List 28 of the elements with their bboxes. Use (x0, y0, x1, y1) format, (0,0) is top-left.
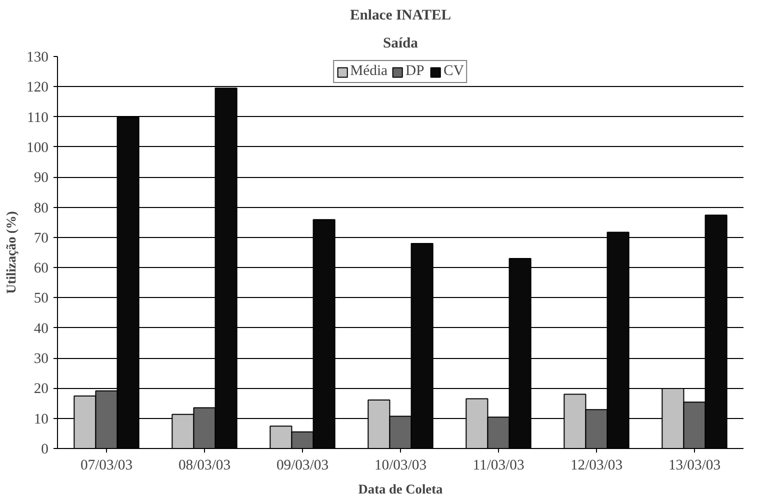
y-tick-label: 130 (26, 50, 48, 66)
x-tick-label: 08/03/03 (178, 458, 231, 474)
chart-title: Enlace INATEL (350, 8, 452, 24)
legend-label: DP (406, 63, 426, 80)
y-tick-label: 60 (34, 260, 48, 277)
y-tick-label: 40 (34, 320, 48, 337)
y-tick-label: 0 (41, 442, 48, 458)
y-tick-label: 80 (34, 200, 48, 216)
legend-label: CV (444, 63, 464, 80)
y-tick-label: 10 (34, 411, 48, 428)
x-tick-label: 13/03/03 (668, 458, 721, 474)
y-axis-title: Utilização (%) (4, 211, 19, 294)
x-tick-label: 12/03/03 (570, 458, 623, 474)
chart-subtitle: Saída (382, 36, 419, 52)
y-tick-label: 50 (34, 290, 48, 307)
y-tick-label: 110 (27, 110, 49, 126)
y-tick-label: 120 (26, 80, 48, 96)
y-tick-label: 30 (34, 351, 48, 368)
y-tick-label: 70 (34, 230, 48, 246)
legend-label: Média (350, 63, 388, 80)
y-tick-label: 90 (34, 170, 48, 186)
x-tick-label: 09/03/03 (276, 458, 329, 474)
x-tick-label: 07/03/03 (80, 458, 133, 474)
y-tick-label: 20 (34, 381, 48, 398)
x-tick-label: 11/03/03 (472, 458, 524, 474)
x-axis-title: Data de Coleta (358, 482, 444, 496)
y-tick-label: 100 (26, 140, 48, 156)
x-tick-label: 10/03/03 (374, 458, 427, 474)
